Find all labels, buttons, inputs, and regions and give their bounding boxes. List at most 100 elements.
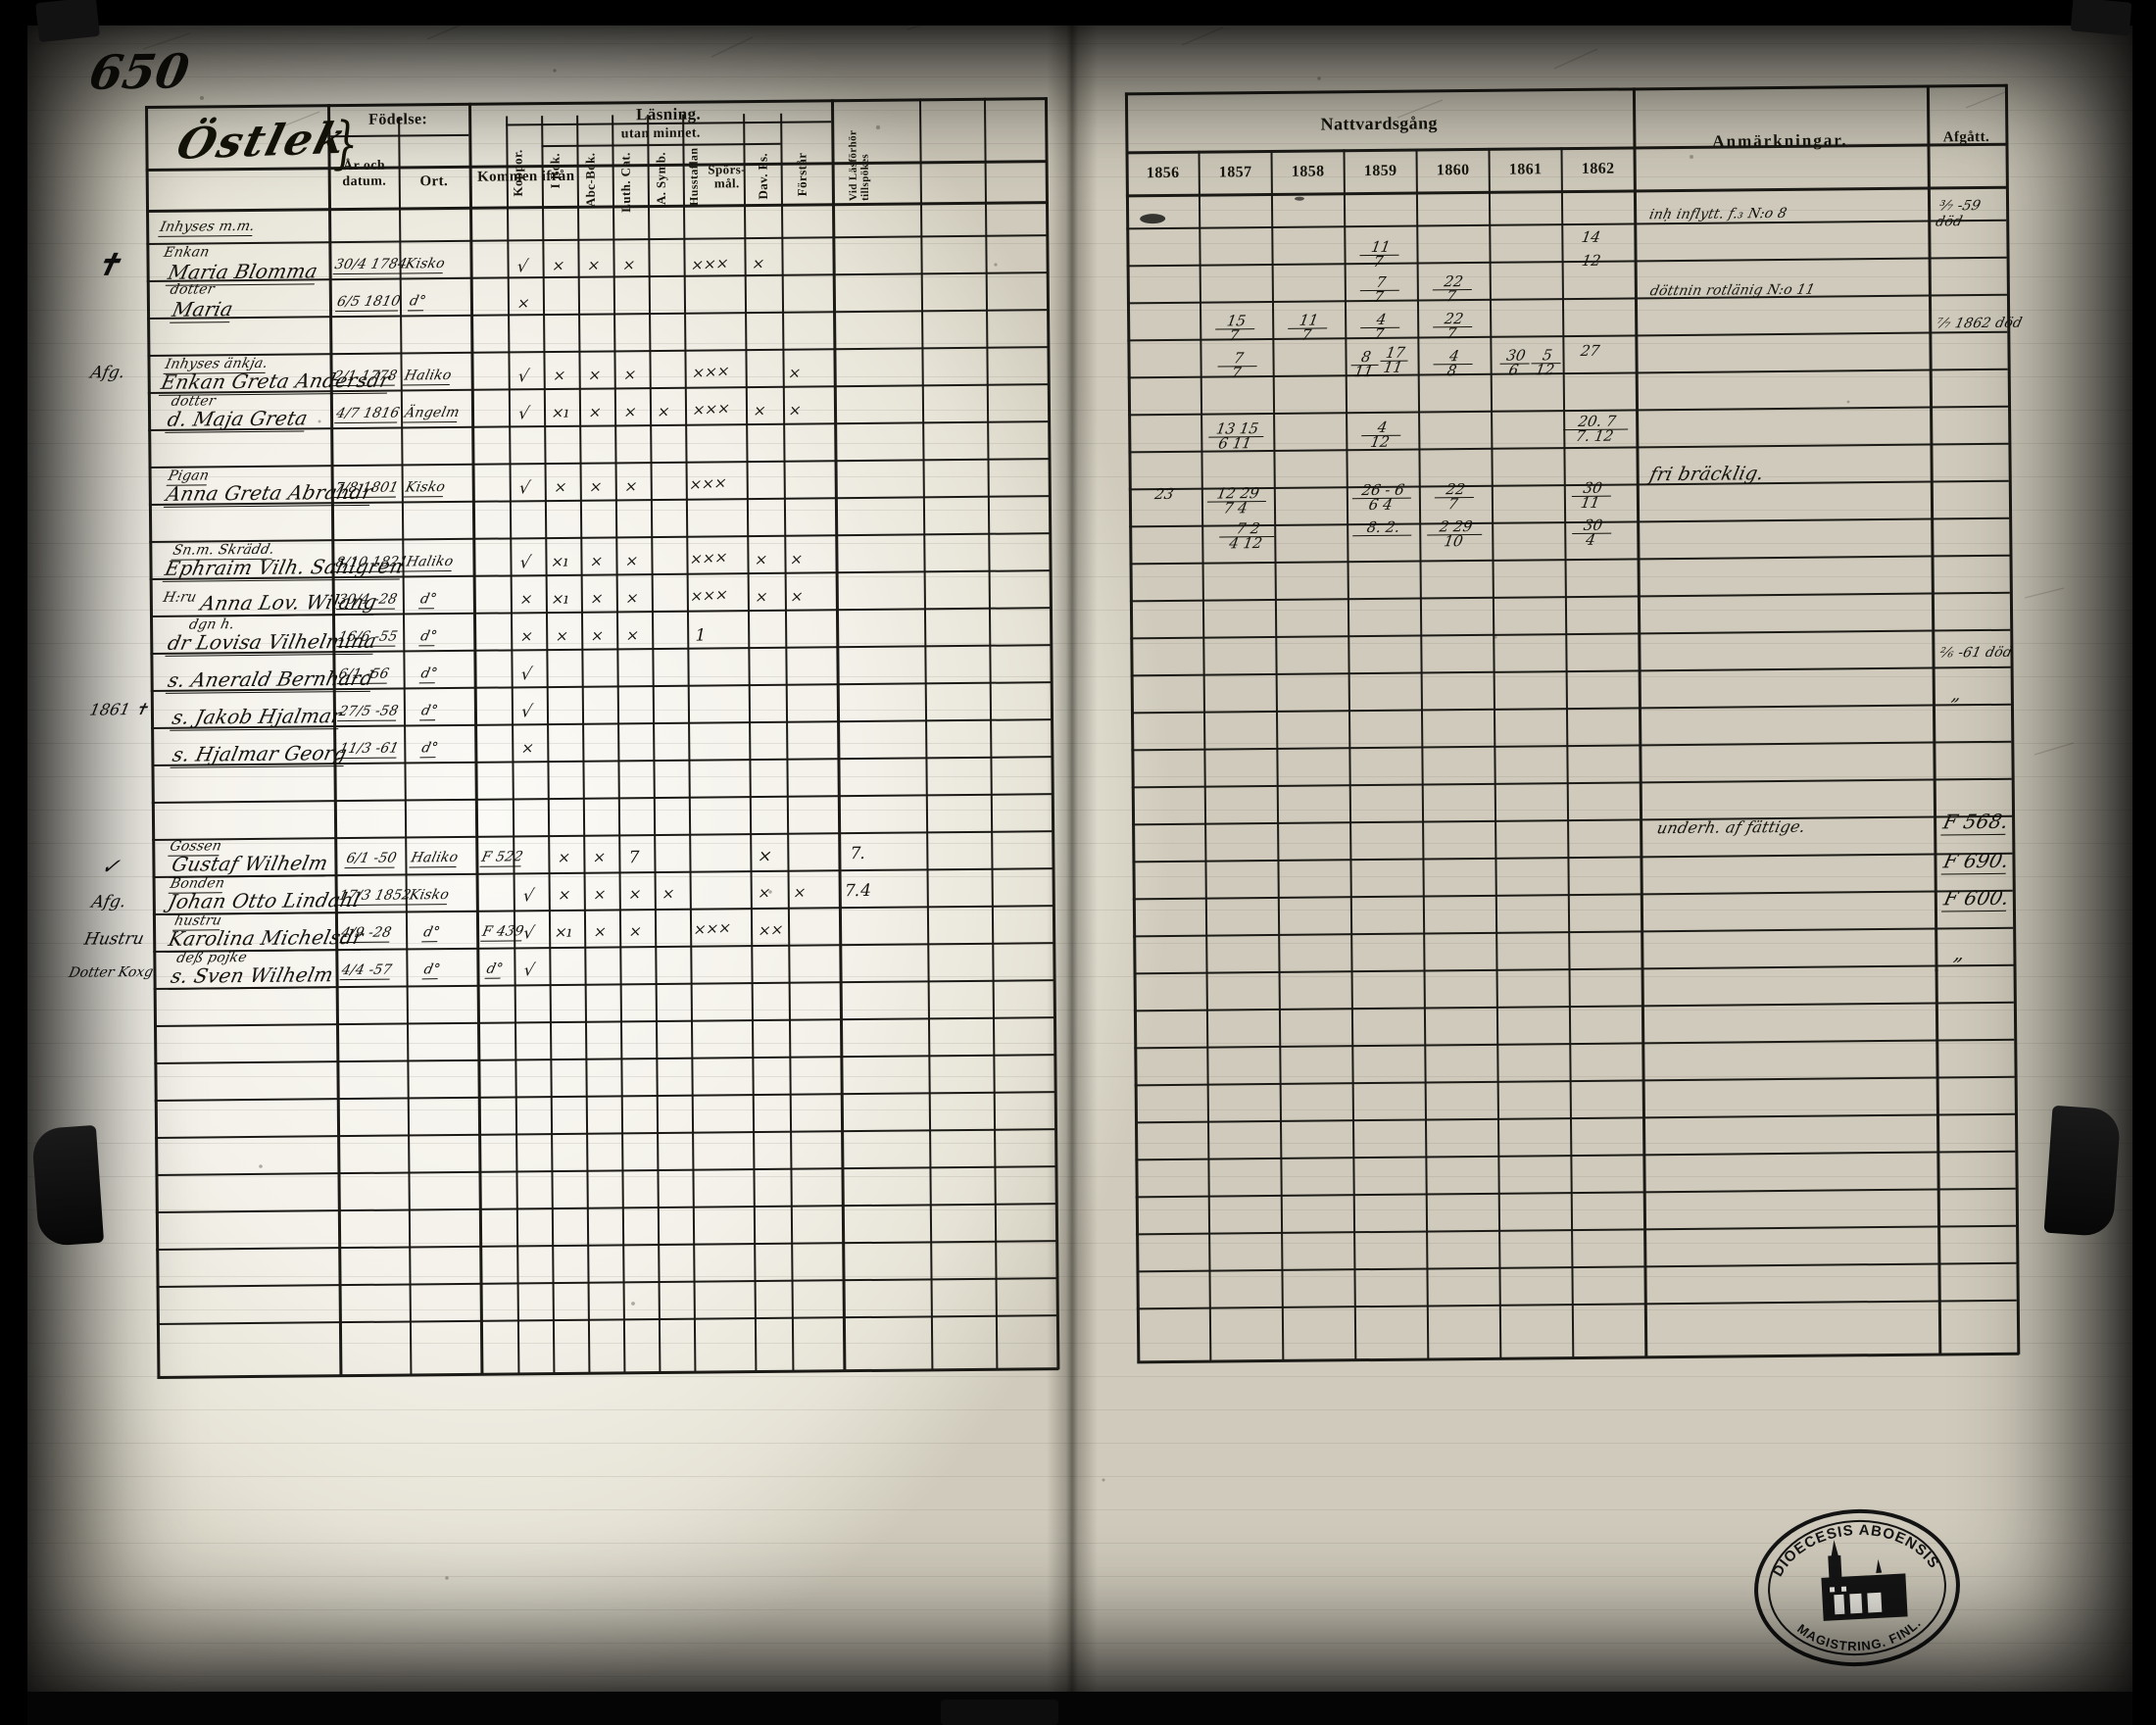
row-role: Inhyses m.m.: [158, 218, 257, 237]
header-birth-place: Ort.: [419, 173, 449, 190]
row-birth: 4/4 -57: [339, 961, 394, 981]
communion-cell: 30 11: [1570, 479, 1614, 512]
communion-cell: 20. 7 7. 12: [1561, 413, 1631, 445]
row-role: dotter: [169, 281, 217, 298]
ink-blot: [1140, 214, 1166, 224]
header-col-sporsmal: Spörs- mål.: [708, 162, 746, 191]
binding-clip-top-left: [35, 0, 100, 43]
row-come-from: F 439: [480, 923, 525, 942]
communion-cell: 11 7: [1357, 238, 1401, 271]
row-birthplace: d°: [421, 961, 442, 980]
row-birth: 11/3 -61: [337, 740, 401, 760]
row-remark: döttnin rotlänig N:o 11: [1648, 281, 1817, 300]
row-birth: 7/8 1801: [332, 479, 400, 499]
row-birth: 6/1 -56: [336, 665, 391, 685]
ink-blot: [1294, 196, 1304, 201]
binding-clip-right: [2043, 1105, 2122, 1238]
row-birth: 8/10 1821: [333, 554, 410, 573]
row-role: Enkan: [162, 244, 212, 261]
header-departed: Afgått.: [1942, 128, 1990, 146]
row-birthplace: Haliko: [409, 849, 461, 868]
communion-cell: 12 29 7 4: [1205, 484, 1269, 517]
frame-left: [0, 0, 27, 1725]
row-remark: fri bräcklig.: [1647, 463, 1767, 486]
row-name: Gustaf Wilhelm: [169, 851, 331, 878]
frame-right: [2132, 0, 2156, 1725]
row-birthplace: d°: [419, 740, 440, 759]
row-margin-mark: Afg.: [89, 892, 128, 912]
communion-cell: 22 7: [1431, 310, 1475, 342]
row-name: d. Maja Greta: [165, 406, 311, 433]
communion-cell: 30 6: [1497, 346, 1532, 378]
communion-cell: 23: [1152, 484, 1176, 504]
communion-cell: 22 7: [1430, 272, 1475, 305]
row-name: s. Hjalmar Georg: [170, 741, 350, 768]
row-margin-mark: 1861 ✝: [87, 699, 151, 719]
svg-text:DIOECESIS ABOENSIS: DIOECESIS ABOENSIS: [1767, 1517, 1943, 1580]
communion-year-1856: 1856: [1146, 164, 1180, 182]
frame-top: [0, 0, 2156, 25]
row-departed: F 600.: [1940, 885, 2012, 912]
row-birthplace: d°: [418, 665, 439, 684]
row-birthplace: d°: [417, 591, 439, 610]
row-name: Maria: [170, 297, 236, 323]
row-name: s. Jakob Hjalmar: [170, 704, 344, 731]
row-birthplace: Haliko: [404, 553, 456, 572]
row-birthplace: Ängelm: [403, 404, 462, 423]
header-col-asymb: A. Symb.: [653, 151, 668, 206]
svg-text:MAGISTRING. FINL.: MAGISTRING. FINL.: [1794, 1614, 1926, 1656]
communion-cell: 14: [1580, 227, 1602, 246]
binding-clip-bottom: [941, 1700, 1058, 1725]
row-name: Johan Otto Lindahl: [165, 887, 363, 915]
row-departed: „: [1949, 684, 1964, 706]
row-departed: ⁷⁄₇ 1862 död: [1935, 315, 2024, 332]
row-birthplace: d°: [421, 924, 442, 943]
header-col-bok: I Bok.: [547, 152, 563, 189]
stamp-text: DIOECESIS ABOENSIS MAGISTRING. FINL.: [1767, 1517, 1943, 1656]
row-departed: ³⁄₇ -59 död: [1934, 198, 1983, 230]
communion-year-1860: 1860: [1436, 162, 1470, 179]
row-birth: 30/4 1784: [332, 256, 409, 275]
row-name: Karolina Michelsdr: [166, 924, 366, 953]
header-col-forstar: Förstår: [794, 152, 809, 197]
row-come-from: F 522: [479, 849, 525, 867]
row-birth: 6/5 1810: [334, 293, 403, 313]
header-lasforhor: Vid Läsförhör tillspökes: [847, 129, 872, 202]
row-birthplace: d°: [407, 293, 428, 312]
communion-cell: 13 15 6 11: [1206, 419, 1266, 452]
header-col-davps: Dav. Ps.: [755, 152, 770, 200]
row-birthplace: d°: [418, 628, 439, 647]
communion-cell: 2 29 10: [1425, 518, 1485, 550]
row-birthplace: Kisko: [407, 887, 451, 906]
register-table: Födelse: År och datum. Ort. Kommen ifrån…: [68, 83, 2024, 1478]
row-birth: 2/1 1778: [331, 368, 399, 387]
header-col-abc: Abc-Bok.: [582, 152, 599, 208]
row-birth: 4/7 1816: [334, 405, 402, 424]
communion-cell: 27: [1579, 341, 1601, 360]
header-reading-sub: utan minnet.: [620, 125, 701, 142]
row-birth: 27/5 -58: [336, 703, 400, 722]
row-margin-mark: Dotter Koxg.: [67, 963, 160, 981]
archive-stamp: DIOECESIS ABOENSIS MAGISTRING. FINL.: [1749, 1503, 1965, 1672]
row-come-from: d°: [484, 961, 505, 979]
communion-year-1861: 1861: [1508, 161, 1543, 178]
row-role: H:ru: [162, 589, 199, 606]
header-remarks: Anmärkningar.: [1712, 130, 1848, 151]
communion-cell: 11 7: [1286, 312, 1330, 343]
row-birthplace: Haliko: [402, 367, 454, 386]
communion-year-1859: 1859: [1363, 162, 1397, 180]
communion-cell: 4 12: [1359, 419, 1403, 451]
header-reading-group: Läsning.: [635, 104, 702, 124]
page-number: 650: [85, 44, 193, 101]
row-birthplace: Kisko: [403, 256, 447, 274]
row-birthplace: d°: [418, 703, 440, 721]
header-col-husstaflan: Husstaflan: [686, 147, 702, 207]
place-heading: Östlek: [172, 113, 353, 170]
communion-cell: 15 7: [1213, 312, 1257, 344]
